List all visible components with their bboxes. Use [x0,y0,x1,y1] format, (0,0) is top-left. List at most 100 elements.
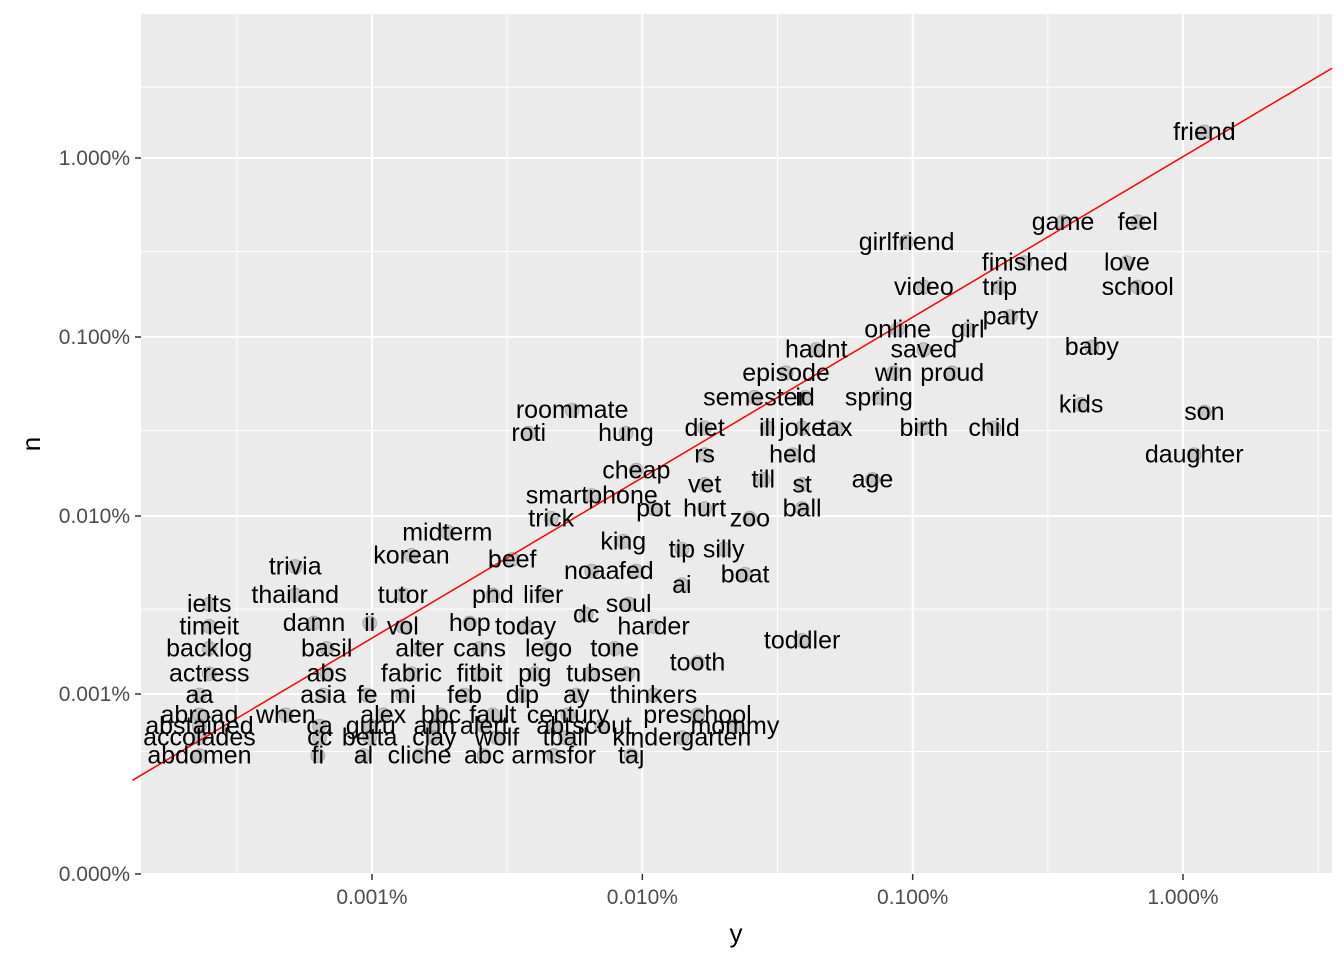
major-gridlines [141,14,1332,875]
point-label: tooth [670,649,726,677]
x-tick-label: 0.010% [607,886,678,909]
data-point [312,730,328,746]
point-label: ca [306,712,333,740]
point-label: daughter [1145,441,1244,469]
point-label: today [495,612,557,640]
point-label: trip [982,273,1017,301]
data-point [716,541,732,557]
point-label: alert [460,712,509,740]
data-point [201,666,217,682]
point-label: joke [778,414,825,442]
point-label: spring [845,383,913,411]
point-label: wolf [474,724,520,752]
data-point [794,632,810,648]
data-point [584,563,600,579]
point-label: saved [890,336,957,364]
x-tick-label: 0.001% [336,886,407,909]
data-point [395,587,411,603]
point-label: vet [688,470,721,498]
point-label: alex [360,701,406,729]
data-point [690,707,706,723]
data-point [674,541,690,557]
data-point [363,718,379,734]
data-point [697,501,713,517]
point-label: scout [572,712,632,740]
data-point [355,748,371,764]
point-label: cc [307,724,332,752]
data-point [433,707,449,723]
point-label: smartphone [526,482,658,510]
point-label: lifer [523,581,563,609]
point-label: ielts [187,590,231,618]
scatter-points [191,124,1212,764]
data-point [808,342,824,358]
data-point [312,718,328,734]
point-label: hurt [683,495,726,523]
point-label: baby [1065,333,1120,361]
data-point [578,606,594,622]
point-label: till [751,465,775,493]
data-point [690,655,706,671]
data-point [986,420,1002,436]
data-point [864,471,880,487]
point-label: basil [301,635,352,663]
point-label: ay [563,681,590,709]
point-label: accolades [143,724,256,752]
point-label: diet [684,414,724,442]
y-tick-label: 0.000% [59,863,130,886]
point-label: aa [186,681,214,709]
point-label: preschool [643,701,751,729]
point-label: actress [169,660,250,688]
point-label: king [600,527,646,555]
data-point [755,471,771,487]
point-label: love [1104,249,1150,277]
data-point [472,666,488,682]
data-point [426,730,442,746]
data-point [828,420,844,436]
point-label: kids [1059,390,1103,418]
data-point [457,687,473,703]
point-label: soul [606,590,652,618]
data-point [462,615,478,631]
data-point [310,748,326,764]
point-label: proud [920,359,984,387]
y-axis-title: n [16,437,46,451]
data-point [564,402,580,418]
point-label: armsfor [511,742,596,770]
data-point [485,587,501,603]
point-label: dc [573,600,599,628]
data-point [916,342,932,358]
point-label: son [1184,398,1224,426]
data-point [916,420,932,436]
point-label: ball [783,495,822,523]
data-point [797,389,813,405]
data-point [674,577,690,593]
point-label: feel [1118,208,1158,236]
point-label: lego [525,635,572,663]
data-point [582,666,598,682]
point-label: abstained [145,712,253,740]
data-point [628,462,644,478]
data-point [319,666,335,682]
data-point [1186,447,1202,463]
point-label: alter [395,635,444,663]
point-label: video [894,273,954,301]
data-point [1196,124,1212,140]
point-label: roommate [516,396,629,424]
data-point [615,533,631,549]
y-tick-label: 0.010% [59,505,130,528]
data-point [558,730,574,746]
point-label: harder [617,612,689,640]
point-label: asia [300,681,346,709]
y-tick-label: 0.001% [59,683,130,706]
point-label: girlfriend [859,228,955,256]
point-label: tball [543,724,589,752]
data-point [594,718,610,734]
data-point [535,587,551,603]
point-label: party [983,303,1039,331]
point-label: ai [672,571,691,599]
point-label: toddler [764,626,840,654]
point-label: hung [598,419,654,447]
